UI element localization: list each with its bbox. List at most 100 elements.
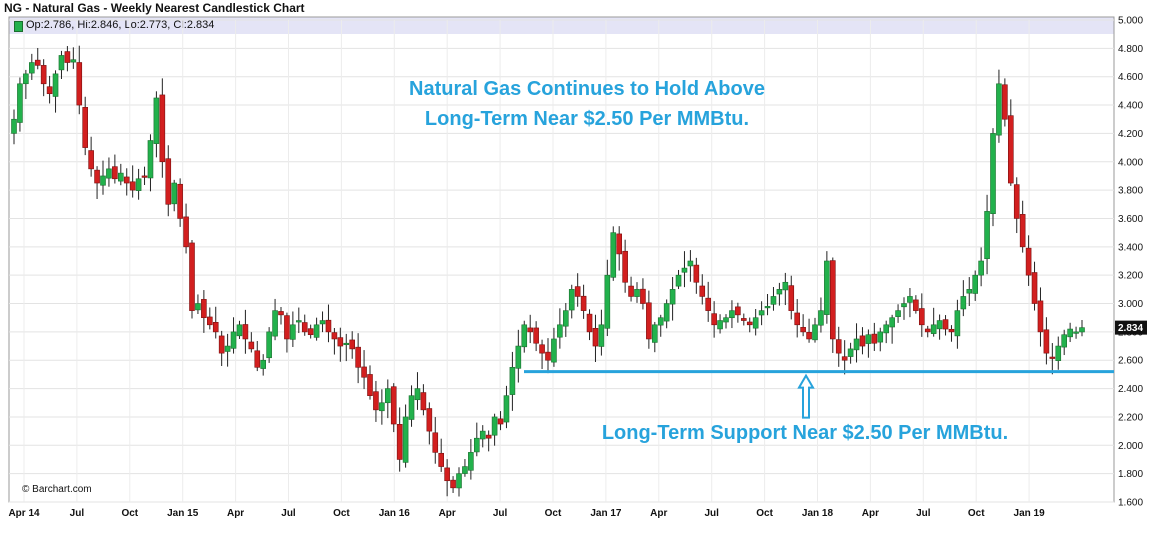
candle-up — [996, 83, 1002, 136]
candle-down — [592, 327, 599, 347]
candle-down — [444, 467, 450, 482]
candle-down — [123, 176, 130, 184]
candle-up — [147, 140, 154, 179]
x-tick-label: Jan 19 — [1014, 508, 1046, 519]
candle-down — [924, 328, 931, 333]
x-tick-label: Oct — [333, 508, 350, 519]
candle-down — [438, 452, 445, 467]
candle-up — [930, 324, 937, 334]
x-tick-label: Jan 18 — [802, 508, 834, 519]
candle-down — [337, 337, 344, 347]
candle-down — [1013, 184, 1020, 219]
candle-up — [818, 310, 824, 326]
candle-down — [331, 332, 338, 340]
y-tick-label: 4.400 — [1118, 101, 1143, 112]
candle-down — [82, 107, 88, 148]
candle-up — [11, 118, 17, 134]
candle-up — [1067, 328, 1073, 338]
y-tick-label: 1.600 — [1118, 498, 1143, 509]
candle-down — [367, 374, 373, 396]
candle-up — [414, 388, 421, 401]
candle-down — [254, 350, 261, 368]
candle-up — [966, 289, 973, 294]
support-note: Long-Term Support Near $2.50 Per MMBtu. — [602, 422, 1008, 444]
candle-down — [705, 297, 712, 311]
x-tick-label: Apr 14 — [8, 508, 40, 519]
candle-up — [509, 367, 516, 395]
candle-down — [942, 319, 949, 330]
candle-up — [883, 324, 890, 334]
headline-line-1: Natural Gas Continues to Hold Above — [409, 78, 765, 100]
x-tick-label: Oct — [968, 508, 985, 519]
x-tick-label: Jul — [704, 508, 719, 519]
candle-up — [954, 310, 961, 337]
candle-up — [503, 395, 510, 423]
x-tick-label: Apr — [650, 508, 667, 519]
candle-down — [432, 432, 439, 453]
candle-up — [135, 178, 142, 191]
candle-up — [171, 182, 177, 205]
candle-up — [1073, 331, 1079, 334]
candle-down — [325, 319, 332, 333]
candle-down — [835, 339, 842, 354]
candle-down — [420, 392, 427, 411]
candle-down — [646, 302, 652, 340]
y-tick-label: 4.200 — [1118, 129, 1143, 140]
candle-up — [23, 73, 29, 85]
candle-up — [853, 338, 860, 351]
candle-down — [177, 183, 183, 219]
candle-up — [473, 437, 480, 453]
x-tick-label: Jul — [916, 508, 931, 519]
y-axis: 5.000 4.800 4.600 4.400 4.200 4.000 3.800 3.600… — [1118, 16, 1143, 509]
candle-up — [752, 317, 759, 329]
candle-up — [764, 306, 771, 309]
candle-down — [88, 150, 94, 170]
candle-up — [651, 324, 658, 343]
x-tick-label: Apr — [862, 508, 879, 519]
candle-up — [901, 303, 907, 308]
candle-up — [663, 303, 670, 322]
candle-up — [1055, 345, 1062, 361]
candle-up — [58, 55, 65, 71]
candle-up — [812, 324, 818, 341]
candle-up — [758, 310, 765, 316]
candle-down — [183, 216, 189, 248]
candle-down — [40, 65, 47, 85]
candle-up — [195, 303, 201, 311]
candle-up — [847, 348, 854, 357]
y-tick-label: 4.600 — [1118, 72, 1143, 83]
candle-down — [539, 344, 545, 354]
x-tick-label: Jan 16 — [379, 508, 411, 519]
x-axis: Apr 14 Jul Oct Jan 15 Apr Jul Oct Jan 16 Apr Jul O… — [8, 508, 1045, 519]
candle-up — [675, 274, 682, 287]
candle-down — [948, 328, 955, 333]
x-tick-label: Jul — [493, 508, 508, 519]
y-tick-label: 3.600 — [1118, 214, 1143, 225]
up-arrow-icon — [797, 373, 815, 419]
candle-down — [497, 418, 504, 425]
candle-up — [462, 466, 468, 474]
x-tick-label: Jul — [70, 508, 85, 519]
credit: © Barchart.com — [22, 484, 92, 495]
candle-up — [343, 342, 350, 346]
candle-down — [189, 242, 195, 311]
candle-down — [141, 175, 148, 178]
candle-up — [972, 274, 979, 294]
candle-up — [824, 260, 830, 315]
candle-up — [634, 289, 640, 297]
candle-down — [307, 328, 314, 336]
candle-down — [586, 313, 593, 333]
candle-up — [551, 338, 557, 363]
candle-down — [1025, 247, 1032, 276]
candle-up — [468, 452, 474, 471]
x-tick-label: Jan 15 — [167, 508, 199, 519]
candle-up — [319, 320, 326, 325]
candle-up — [295, 320, 302, 323]
series-swatch-icon — [14, 21, 23, 32]
y-tick-label: 2.600 — [1118, 356, 1143, 367]
y-tick-label: 2.000 — [1118, 441, 1143, 452]
candle-down — [699, 285, 706, 297]
candle-down — [396, 424, 403, 460]
chart-title: NG - Natural Gas - Weekly Nearest Candle… — [4, 1, 305, 15]
